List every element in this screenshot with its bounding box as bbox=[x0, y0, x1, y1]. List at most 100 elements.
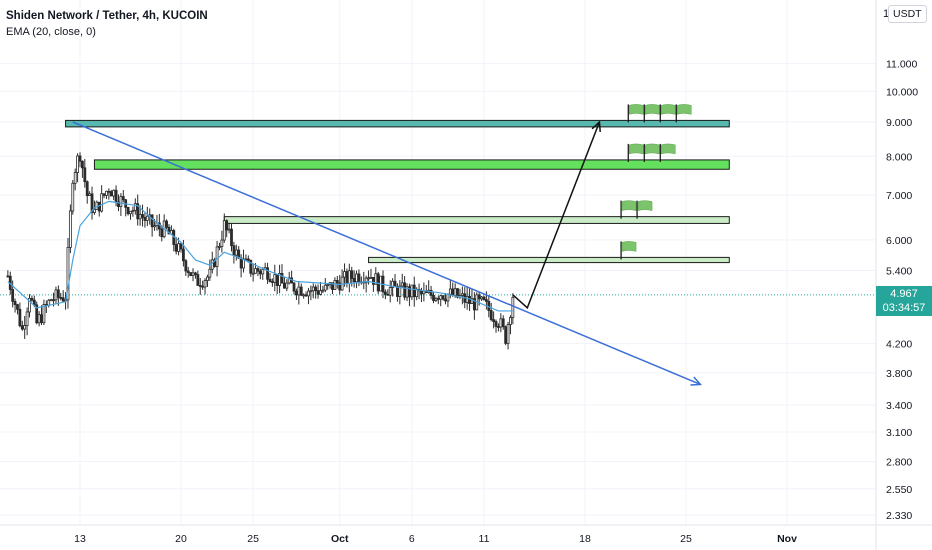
candle-body bbox=[47, 299, 51, 306]
chart-legend: Shiden Network / Tether, 4h, KUCOIN EMA … bbox=[6, 8, 208, 40]
horizontal-zones bbox=[65, 119, 730, 264]
candle-body bbox=[191, 272, 195, 276]
ema-line bbox=[7, 200, 513, 312]
candle-body bbox=[347, 270, 351, 284]
candle-body bbox=[126, 207, 130, 215]
candle-body bbox=[273, 274, 277, 283]
candle-body bbox=[352, 278, 356, 283]
candle-body bbox=[266, 267, 269, 280]
current-price-value: 4.967 bbox=[890, 288, 918, 300]
candle-body bbox=[23, 325, 27, 330]
ema-indicator-label[interactable]: EMA (20, close, 0) bbox=[6, 26, 96, 38]
candle-body bbox=[56, 289, 60, 298]
candle-body bbox=[321, 289, 325, 292]
flag-icon bbox=[645, 104, 660, 115]
candle-body bbox=[258, 270, 262, 275]
currency-unit-button[interactable]: USDT bbox=[888, 5, 927, 23]
candle-body bbox=[218, 245, 221, 248]
time-tick-label: 18 bbox=[579, 533, 591, 545]
ema-polyline bbox=[7, 200, 513, 312]
candle-body bbox=[16, 304, 19, 310]
candle-body bbox=[338, 282, 342, 291]
candle-body bbox=[355, 273, 358, 283]
candle-body bbox=[201, 285, 205, 288]
candle-body bbox=[384, 291, 387, 295]
time-tick-label: 20 bbox=[175, 533, 187, 545]
candle-body bbox=[405, 286, 409, 298]
candle-body bbox=[160, 228, 164, 238]
price-tick-label: 3.400 bbox=[886, 400, 912, 412]
price-tick-label: 10.000 bbox=[886, 86, 918, 98]
candle-body bbox=[194, 272, 197, 275]
candle-body bbox=[145, 215, 149, 221]
candle-body bbox=[232, 245, 236, 256]
candle-body bbox=[32, 299, 36, 306]
candle-body bbox=[215, 246, 219, 267]
candle-body bbox=[167, 226, 171, 235]
candle-body bbox=[429, 289, 433, 296]
candle-body bbox=[143, 217, 147, 221]
candle-body bbox=[494, 321, 498, 327]
candle-body bbox=[357, 273, 361, 283]
candle-body bbox=[114, 189, 118, 203]
candle-body bbox=[121, 196, 125, 201]
candle-body bbox=[186, 270, 190, 273]
descending-trendline bbox=[72, 121, 701, 386]
candle-body bbox=[239, 257, 243, 269]
candle-body bbox=[408, 286, 411, 298]
candle-body bbox=[208, 268, 212, 278]
flag-icon bbox=[677, 104, 692, 115]
candle-body bbox=[398, 285, 402, 297]
candle-body bbox=[261, 268, 265, 275]
candle-body bbox=[468, 296, 471, 305]
candle-body bbox=[133, 203, 137, 211]
candle-body bbox=[52, 299, 55, 302]
candle-body bbox=[59, 297, 63, 299]
candle-body bbox=[388, 287, 392, 296]
candle-body bbox=[206, 276, 209, 281]
candle-body bbox=[287, 277, 291, 284]
price-tick-label: 6.000 bbox=[886, 235, 912, 247]
candle-body bbox=[222, 220, 226, 241]
candle-body bbox=[480, 296, 483, 300]
candle-body bbox=[374, 273, 378, 285]
candle-body bbox=[396, 286, 399, 297]
price-tick-label: 3.100 bbox=[886, 427, 912, 439]
candle-body bbox=[482, 296, 486, 300]
flag-icon bbox=[637, 200, 653, 211]
candle-body bbox=[453, 288, 457, 296]
candle-body bbox=[88, 193, 92, 197]
trendline-arrowhead bbox=[690, 376, 703, 386]
candle-body bbox=[393, 280, 397, 288]
flag-icon bbox=[629, 104, 644, 115]
candle-body bbox=[254, 268, 257, 274]
candle-body bbox=[444, 298, 447, 302]
price-tick-label: 3.800 bbox=[886, 368, 912, 380]
candle-body bbox=[412, 284, 416, 298]
projection-arrowhead bbox=[591, 120, 601, 133]
candle-body bbox=[174, 244, 178, 252]
candle-body bbox=[49, 299, 53, 302]
candle-body bbox=[136, 203, 140, 220]
candle-body bbox=[107, 190, 111, 193]
candle-body bbox=[283, 282, 286, 289]
price-tick-label: 4.200 bbox=[886, 339, 912, 351]
candle-body bbox=[456, 288, 459, 298]
candle-body bbox=[268, 278, 272, 282]
candle-body bbox=[112, 189, 116, 197]
candle-body bbox=[311, 286, 315, 292]
candle-body bbox=[18, 308, 22, 327]
candle-body bbox=[448, 288, 452, 295]
candle-body bbox=[37, 314, 41, 324]
candle-body bbox=[30, 297, 34, 301]
candle-body bbox=[73, 172, 77, 184]
candle-body bbox=[297, 286, 301, 296]
candle-body bbox=[244, 258, 248, 261]
candle-body bbox=[400, 282, 404, 287]
candle-body bbox=[249, 259, 253, 274]
candle-body bbox=[499, 318, 503, 328]
candle-body bbox=[302, 294, 306, 297]
candle-body bbox=[270, 281, 274, 283]
candle-body bbox=[460, 293, 464, 296]
